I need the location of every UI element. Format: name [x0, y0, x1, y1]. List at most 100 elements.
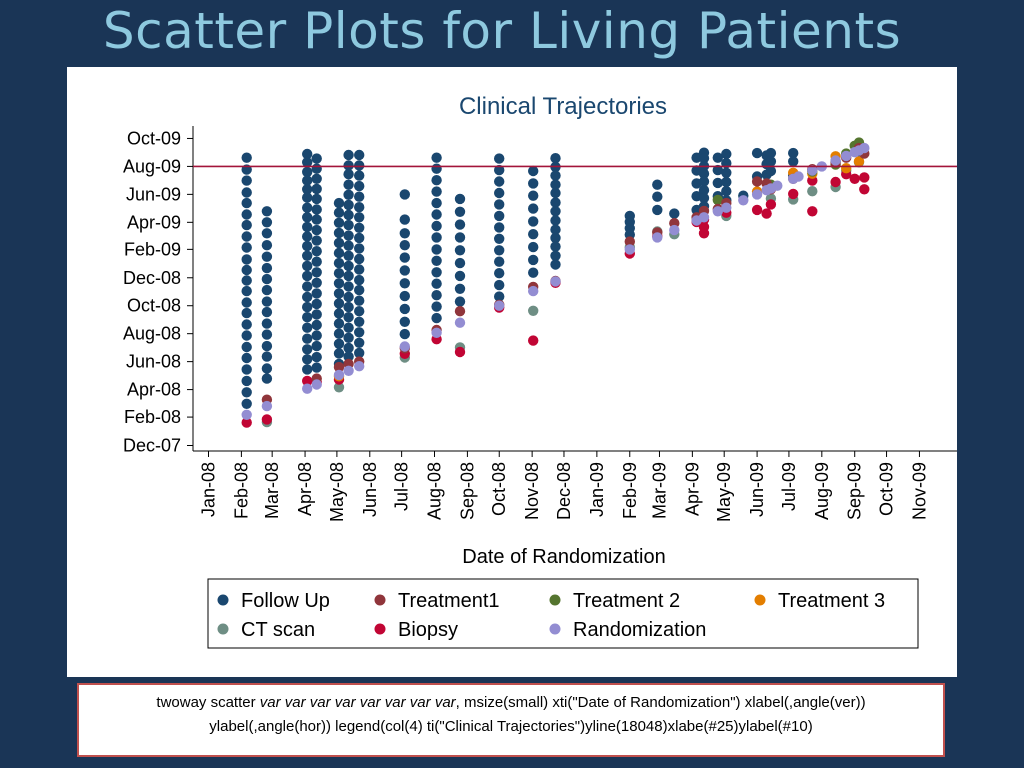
point-follow-up — [343, 332, 354, 343]
point-biopsy — [859, 172, 870, 183]
point-follow-up — [494, 187, 505, 199]
point-follow-up — [311, 330, 322, 341]
point-randomization — [772, 180, 783, 191]
point-follow-up — [261, 363, 273, 374]
point-follow-up — [261, 296, 273, 307]
point-follow-up — [354, 316, 365, 327]
point-follow-up — [333, 227, 345, 239]
y-tick-label: Aug-08 — [123, 324, 181, 344]
point-follow-up — [550, 153, 561, 164]
point-follow-up — [652, 204, 663, 216]
point-follow-up — [431, 255, 442, 266]
point-biopsy — [761, 208, 772, 219]
point-follow-up — [241, 264, 252, 276]
legend-marker-biopsy — [374, 623, 386, 635]
x-tick-label: Jan-08 — [199, 462, 219, 517]
point-follow-up — [311, 224, 322, 236]
point-follow-up — [333, 237, 345, 249]
y-axis: Dec-07 Feb-08 Apr-08 Jun-08 Aug-08 Oct-08 Dec-… — [123, 126, 194, 456]
point-follow-up — [454, 245, 466, 256]
x-tick-label: May-08 — [327, 462, 347, 522]
point-follow-up — [494, 210, 505, 222]
point-follow-up — [261, 351, 273, 362]
point-follow-up — [712, 152, 723, 163]
point-biopsy — [788, 188, 799, 200]
point-follow-up — [528, 178, 539, 189]
point-follow-up — [333, 328, 345, 339]
x-axis: Jan-08 Feb-08 Mar-08 Apr-08 May-08 Jun-08 Jul-… — [193, 450, 957, 522]
point-follow-up — [712, 164, 723, 176]
point-follow-up — [241, 387, 252, 398]
point-randomization — [698, 212, 710, 223]
point-follow-up — [302, 231, 313, 242]
point-follow-up — [261, 206, 273, 217]
point-follow-up — [311, 193, 322, 205]
legend-label-treatment1: Treatment1 — [398, 590, 500, 612]
point-follow-up — [343, 160, 354, 171]
point-follow-up — [454, 219, 466, 230]
point-follow-up — [354, 170, 365, 181]
x-tick-label: Jul-09 — [779, 462, 799, 511]
y-tick-label: Apr-09 — [127, 212, 181, 232]
legend-marker-treatment-2 — [549, 594, 561, 606]
point-follow-up — [302, 212, 313, 223]
point-follow-up — [302, 322, 313, 333]
point-follow-up — [302, 354, 313, 365]
point-randomization — [841, 150, 852, 162]
point-follow-up — [399, 278, 410, 289]
point-biopsy — [751, 204, 763, 216]
point-follow-up — [302, 301, 313, 313]
point-follow-up — [311, 309, 322, 320]
y-tick-label: Oct-08 — [127, 296, 181, 316]
x-tick-label: Mar-09 — [649, 462, 669, 519]
point-follow-up — [431, 163, 442, 174]
point-follow-up — [302, 270, 313, 282]
point-follow-up — [241, 275, 252, 286]
point-follow-up — [528, 165, 539, 177]
point-follow-up — [454, 193, 466, 205]
command-line-2: ylabel(,angle(hor)) legend(col(4) ti("Cl… — [209, 718, 813, 735]
point-follow-up — [343, 312, 354, 323]
point-follow-up — [528, 229, 539, 240]
point-follow-up — [241, 341, 252, 353]
y-tick-label: Dec-07 — [123, 436, 181, 456]
point-follow-up — [494, 245, 505, 256]
legend-label-treatment-2: Treatment 2 — [573, 590, 680, 612]
point-follow-up — [241, 364, 252, 375]
point-follow-up — [431, 209, 442, 220]
x-tick-label: May-09 — [714, 462, 734, 522]
point-follow-up — [765, 147, 777, 159]
point-follow-up — [354, 160, 365, 171]
point-follow-up — [343, 301, 354, 313]
point-follow-up — [311, 256, 322, 267]
point-follow-up — [241, 375, 252, 387]
point-follow-up — [431, 312, 442, 324]
point-follow-up — [302, 192, 313, 203]
point-follow-up — [302, 202, 313, 213]
point-follow-up — [302, 157, 313, 168]
point-follow-up — [431, 290, 442, 301]
point-follow-up — [528, 254, 539, 266]
legend-label-treatment-3: Treatment 3 — [778, 590, 885, 612]
y-tick-label: Apr-08 — [127, 380, 181, 400]
point-follow-up — [550, 259, 561, 270]
point-biopsy — [302, 375, 313, 387]
point-follow-up — [343, 169, 354, 180]
x-tick-label: Apr-08 — [295, 462, 315, 516]
point-follow-up — [302, 221, 313, 233]
point-randomization — [454, 317, 466, 328]
point-follow-up — [311, 235, 322, 246]
point-treatment-3 — [841, 163, 852, 174]
point-follow-up — [241, 219, 252, 231]
point-follow-up — [354, 295, 365, 306]
chart-panel: Clinical Trajectories Dec-07 Feb-08 Apr-08… — [67, 67, 957, 677]
point-biopsy — [698, 221, 710, 233]
point-follow-up — [354, 202, 365, 213]
point-follow-up — [261, 251, 273, 262]
legend-marker-treatment-3 — [754, 594, 766, 606]
point-follow-up — [241, 254, 252, 265]
point-follow-up — [494, 164, 505, 176]
y-tick-label: Feb-08 — [124, 407, 181, 427]
point-follow-up — [494, 233, 505, 244]
point-treatment-2 — [712, 194, 723, 206]
